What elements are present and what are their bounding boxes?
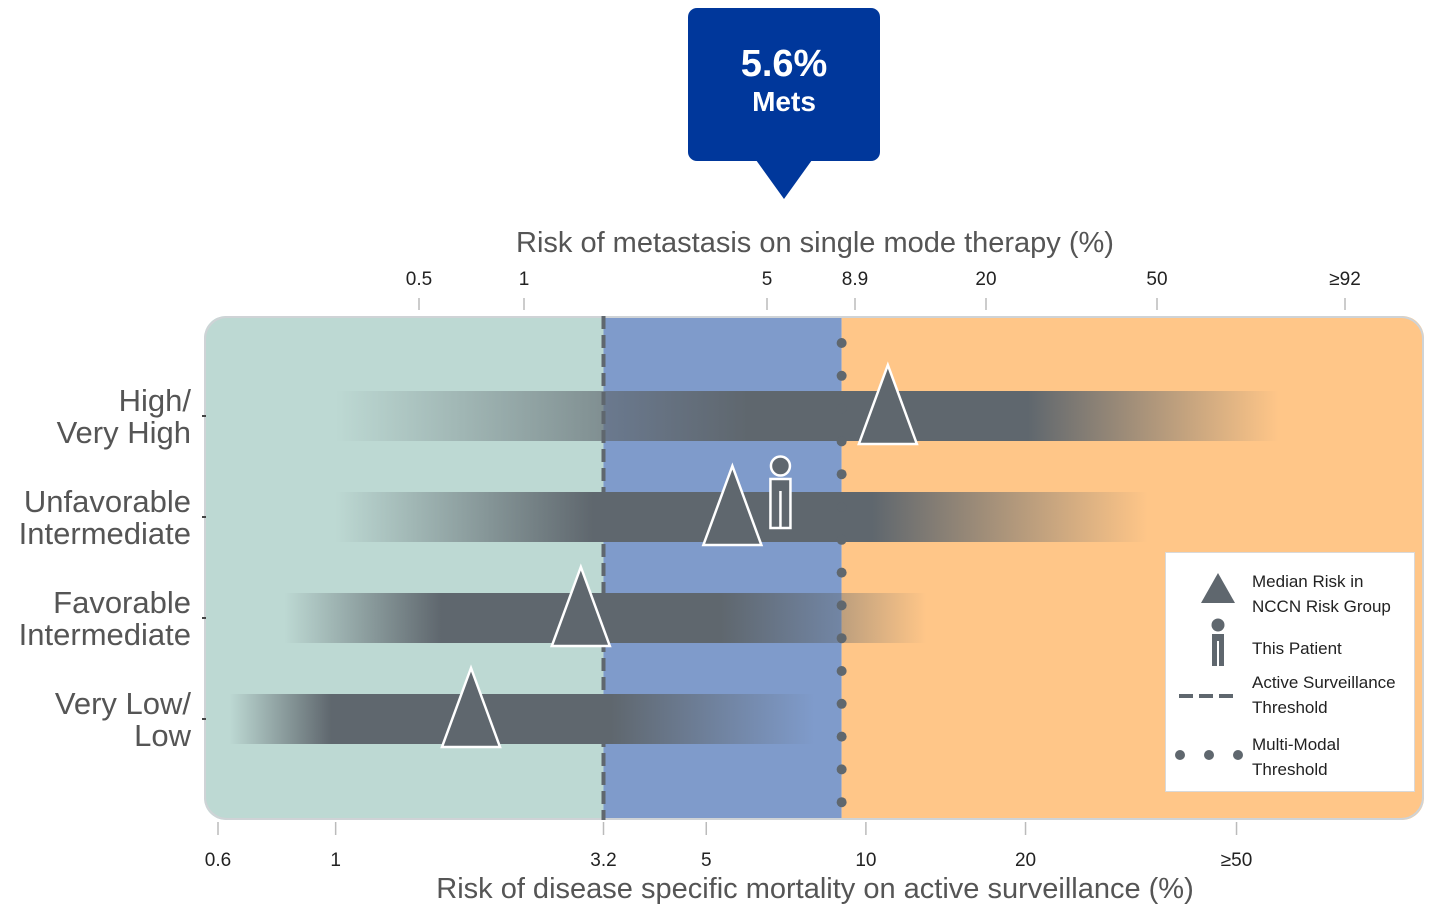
bottom-tick-label-0: 0.6 — [205, 850, 231, 871]
row-label-3: Very Low/Low — [55, 686, 192, 753]
top-tick-label-5: 50 — [1146, 269, 1167, 290]
top-tick-label-0: 0.5 — [406, 269, 432, 290]
median-triangle-3 — [440, 664, 502, 749]
top-tick-label-3: 8.9 — [842, 269, 868, 290]
median-triangle-1 — [701, 462, 764, 547]
row-label-0: High/Very High — [57, 383, 192, 450]
bottom-tick-label-4: 10 — [855, 850, 876, 871]
legend-item-multi-modal: Multi-Modal Threshold — [1252, 735, 1340, 779]
risk-callout: 5.6% Mets — [688, 8, 880, 161]
median-triangle-2 — [550, 563, 612, 648]
legend-triangle-icon — [1201, 573, 1235, 603]
top-axis-label: Risk of metastasis on single mode therap… — [516, 227, 1114, 259]
row-label-2: Favorable Intermediate — [19, 585, 191, 652]
bottom-axis-label: Risk of disease specific mortality on ac… — [436, 873, 1194, 905]
risk-band-0 — [335, 391, 1279, 441]
top-tick-label-2: 5 — [762, 269, 773, 290]
risk-band-3 — [229, 694, 815, 744]
legend-item-median: Median Risk in NCCN Risk Group — [1252, 572, 1391, 616]
legend-dotted-line-icon — [1175, 750, 1243, 760]
callout-label: Mets — [752, 86, 816, 117]
bottom-tick-label-1: 1 — [330, 850, 341, 871]
multi-modal-threshold — [836, 338, 847, 808]
bottom-tick-label-3: 5 — [701, 850, 712, 871]
patient-icon — [769, 455, 792, 530]
legend-patient-icon — [1211, 618, 1225, 666]
chart-legend: Median Risk in NCCN Risk Group This Pati… — [1165, 552, 1415, 792]
bottom-tick-label-5: 20 — [1015, 850, 1036, 871]
bottom-tick-label-6: ≥50 — [1221, 850, 1253, 871]
bottom-tick-label-2: 3.2 — [590, 850, 616, 871]
callout-value: 5.6% — [740, 43, 828, 85]
top-tick-label-1: 1 — [519, 269, 530, 290]
plot-frame — [204, 316, 1424, 820]
top-tick-label-6: ≥92 — [1329, 269, 1361, 290]
row-label-1: Unfavorable Intermediate — [19, 484, 191, 551]
top-tick-label-4: 20 — [975, 269, 996, 290]
legend-item-active-surveillance: Active Surveillance Threshold — [1252, 673, 1396, 717]
callout-pointer — [756, 160, 812, 199]
median-triangle-0 — [857, 361, 919, 446]
legend-item-patient: This Patient — [1252, 639, 1342, 658]
